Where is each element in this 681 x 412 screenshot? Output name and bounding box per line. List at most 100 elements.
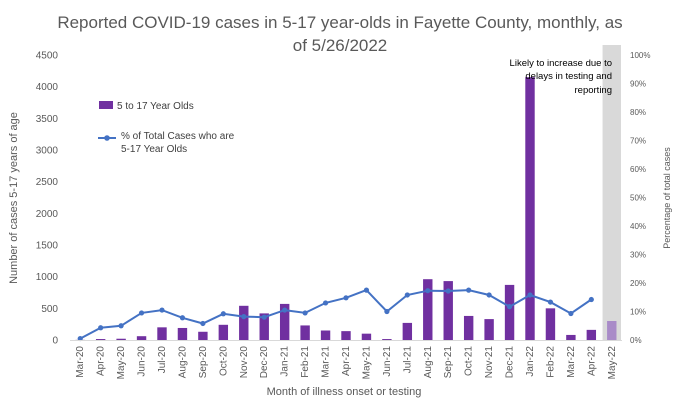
bar xyxy=(545,308,556,340)
x-tick-label: Sep-21 xyxy=(443,346,454,379)
line-point xyxy=(98,325,104,331)
x-tick-label: Sep-20 xyxy=(198,346,209,379)
bar xyxy=(259,313,269,340)
y-tick-label: 1000 xyxy=(36,272,59,283)
bar xyxy=(320,330,331,340)
line-point xyxy=(118,323,124,329)
x-tick-label: Mar-20 xyxy=(75,346,86,378)
line-point xyxy=(282,307,288,313)
y2-tick-label: 30% xyxy=(630,251,646,260)
line-point xyxy=(547,299,554,305)
y2-tick-label: 90% xyxy=(630,80,646,89)
x-tick-label: Apr-22 xyxy=(586,346,597,376)
bar-series xyxy=(75,77,617,341)
bar xyxy=(300,325,310,340)
y-tick-label: 500 xyxy=(41,304,58,315)
x-tick-label: Mar-22 xyxy=(566,346,577,378)
annotation-line-2: delays in testing and xyxy=(525,71,612,82)
annotation-line-3: reporting xyxy=(575,85,613,96)
y-tick-label: 0 xyxy=(52,336,58,347)
line-point xyxy=(200,320,206,327)
x-tick-label: Jan-21 xyxy=(280,346,291,377)
x-tick-label: Feb-22 xyxy=(545,346,556,378)
x-tick-label: Aug-20 xyxy=(177,346,188,379)
shaded-region xyxy=(602,45,621,340)
x-tick-label: Oct-20 xyxy=(218,346,229,376)
legend-label-bars: 5 to 17 Year Olds xyxy=(117,101,194,112)
legend-label-line-2: 5-17 Year Olds xyxy=(121,144,187,155)
bar xyxy=(279,303,290,340)
y-tick-label: 4000 xyxy=(36,82,59,93)
y2-tick-label: 100% xyxy=(630,51,650,60)
bar xyxy=(382,339,392,340)
bar xyxy=(525,77,535,341)
line-point xyxy=(343,295,349,301)
x-axis-ticks: Mar-20 Apr-20 May-20 Jun-20 Jul-20 Aug-20 Sep-… xyxy=(75,346,618,380)
annotation: Likely to increase due to delays in test… xyxy=(510,58,612,96)
x-tick-label: Jul-21 xyxy=(402,346,413,374)
bar xyxy=(607,321,617,340)
line-point xyxy=(77,335,83,342)
y-tick-label: 1500 xyxy=(36,241,59,252)
x-tick-label: May-20 xyxy=(116,346,127,380)
line-point xyxy=(179,315,186,321)
bar xyxy=(566,334,576,340)
line-point xyxy=(241,314,247,320)
line-point xyxy=(220,311,226,317)
line-point xyxy=(384,308,390,315)
line-point xyxy=(568,310,574,317)
shaded-region-rect xyxy=(602,45,621,340)
line-point xyxy=(466,287,472,293)
bar xyxy=(361,333,372,340)
y-tick-label: 4500 xyxy=(36,51,59,62)
y2-tick-label: 10% xyxy=(630,308,646,317)
line-point xyxy=(302,310,308,316)
x-tick-label: Dec-20 xyxy=(259,346,270,379)
bar xyxy=(198,331,208,340)
line-point xyxy=(261,314,267,320)
line-point xyxy=(363,287,370,293)
x-tick-label: Jul-20 xyxy=(157,346,168,374)
bar xyxy=(586,329,597,340)
x-tick-label: Aug-21 xyxy=(423,346,434,379)
y-axis-ticks: 0 500 1000 1500 2000 2500 3000 3500 4000 4500 xyxy=(36,51,59,347)
legend-label-line-1: % of Total Cases who are xyxy=(121,131,235,142)
y2-tick-label: 80% xyxy=(630,108,646,117)
bar xyxy=(341,331,351,340)
y-tick-label: 2500 xyxy=(36,177,59,188)
line-point xyxy=(588,296,594,303)
line-point xyxy=(159,307,165,313)
legend-swatch-bars xyxy=(99,101,113,109)
chart-title-line1: Reported COVID-19 cases in 5-17 year-old… xyxy=(57,13,622,32)
x-tick-label: Oct-21 xyxy=(464,346,475,376)
bar xyxy=(423,279,433,340)
y-tick-label: 3000 xyxy=(36,146,59,157)
bar xyxy=(218,324,229,340)
y2-tick-label: 40% xyxy=(630,222,646,231)
x-tick-label: Jun-21 xyxy=(382,346,393,377)
line-point xyxy=(322,300,329,306)
line-point xyxy=(425,288,431,294)
x-tick-label: May-22 xyxy=(607,346,618,380)
y-tick-label: 2000 xyxy=(36,209,59,220)
line-series xyxy=(77,287,594,342)
legend-swatch-marker xyxy=(104,135,110,141)
bar xyxy=(504,284,515,340)
bar xyxy=(239,305,249,340)
chart-title-line2: of 5/26/2022 xyxy=(293,36,388,55)
line-point xyxy=(506,304,513,310)
bar xyxy=(136,336,147,340)
x-tick-label: May-21 xyxy=(361,346,372,380)
line-point xyxy=(404,292,410,298)
annotation-line-1: Likely to increase due to xyxy=(510,58,612,69)
bar xyxy=(95,339,106,340)
x-tick-label: Dec-21 xyxy=(505,346,516,379)
x-tick-label: Apr-20 xyxy=(96,346,107,376)
bar xyxy=(177,327,188,340)
legend: 5 to 17 Year Olds % of Total Cases who a… xyxy=(98,101,235,155)
bar xyxy=(157,327,167,340)
line-point xyxy=(527,292,533,298)
y-axis-title: Number of cases 5-17 years of age xyxy=(8,112,20,284)
